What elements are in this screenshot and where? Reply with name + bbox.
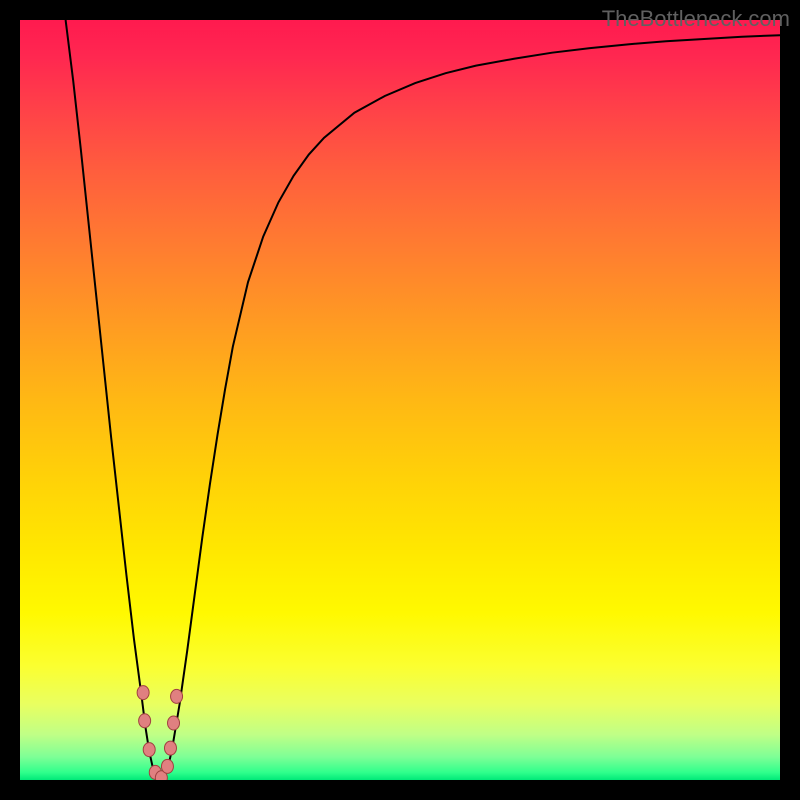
- chart-container: TheBottleneck.com: [0, 0, 800, 800]
- plot-area: [20, 20, 780, 780]
- curve-layer: [20, 20, 780, 780]
- data-marker: [143, 743, 155, 757]
- bottleneck-curve: [66, 20, 780, 779]
- data-marker: [137, 686, 149, 700]
- data-marker: [139, 714, 151, 728]
- data-marker: [171, 689, 183, 703]
- watermark-text: TheBottleneck.com: [602, 6, 790, 32]
- data-marker: [168, 716, 180, 730]
- data-marker: [161, 759, 173, 773]
- data-marker: [164, 741, 176, 755]
